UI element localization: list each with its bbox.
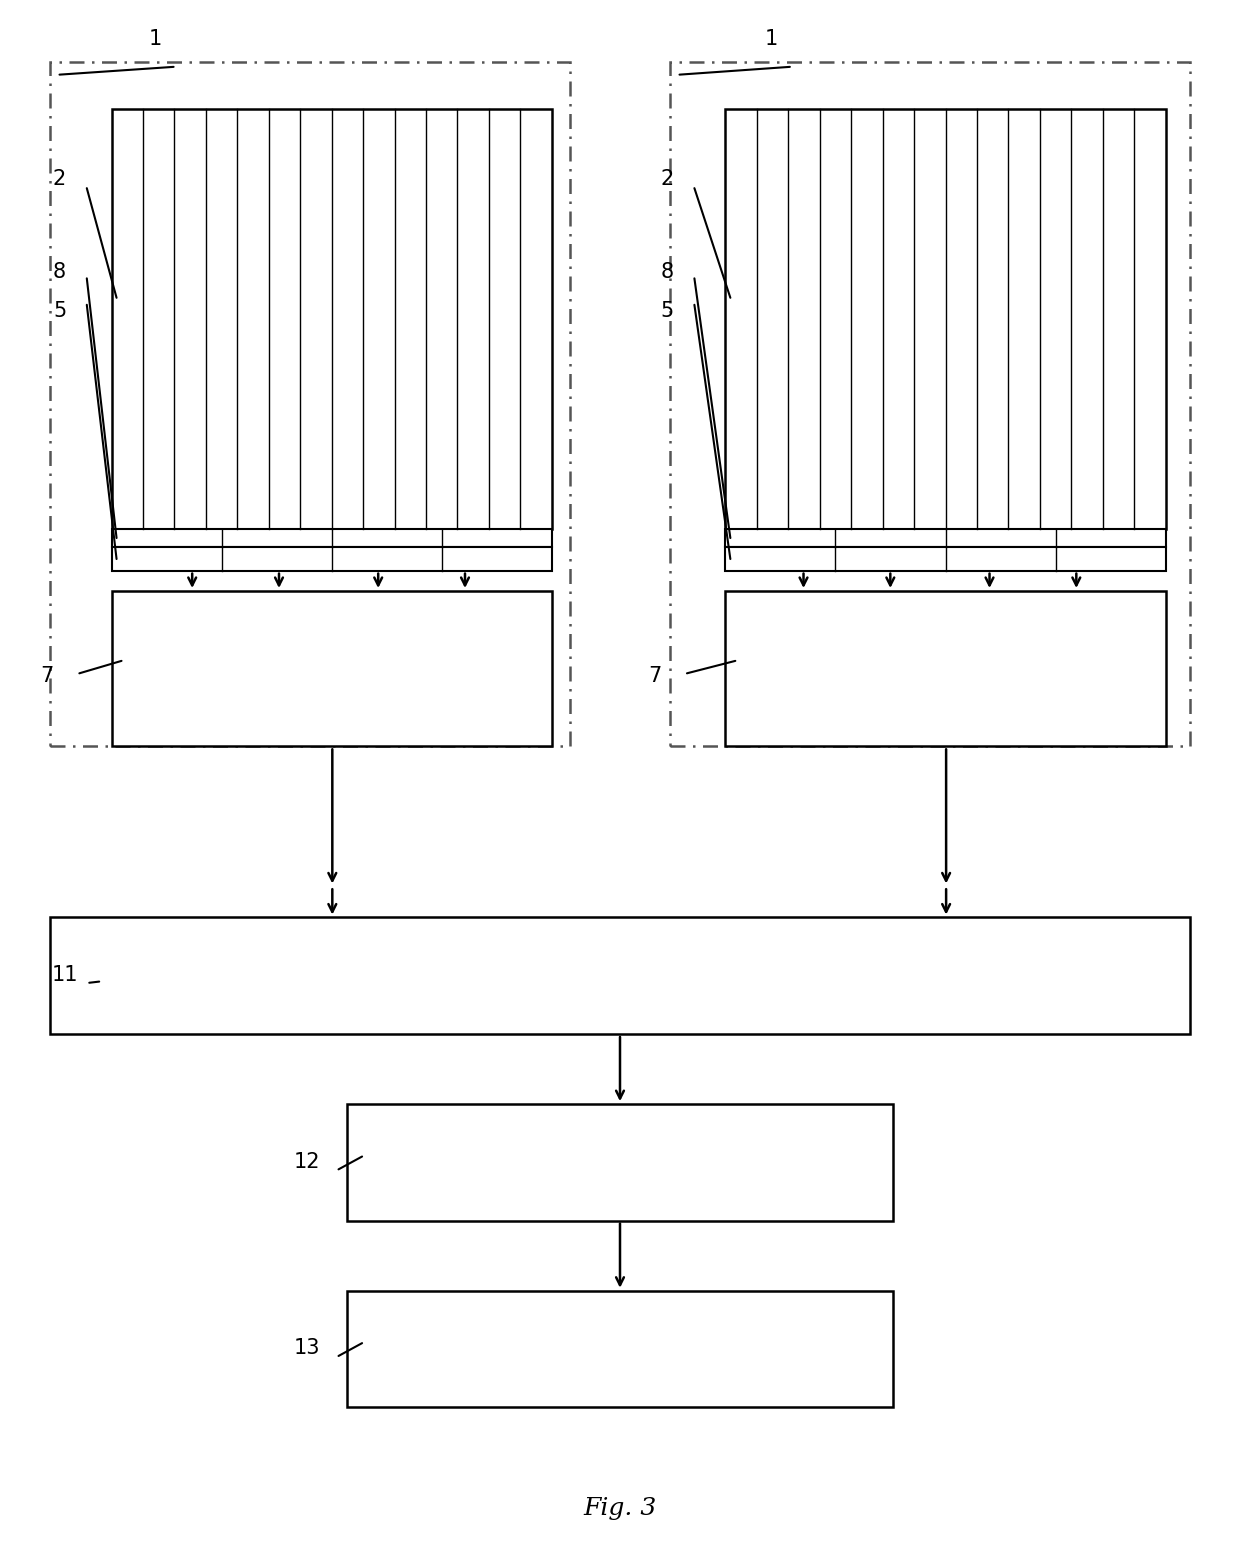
- Text: 1: 1: [765, 30, 777, 48]
- Bar: [112, 591, 552, 746]
- Bar: [347, 1291, 893, 1407]
- Text: 5: 5: [53, 302, 66, 320]
- Text: 7: 7: [41, 667, 53, 686]
- Bar: [112, 547, 552, 571]
- Bar: [50, 62, 570, 746]
- Text: 2: 2: [661, 169, 673, 188]
- Text: 2: 2: [53, 169, 66, 188]
- Bar: [112, 109, 552, 529]
- Text: Fig. 3: Fig. 3: [583, 1497, 657, 1519]
- Text: 7: 7: [649, 667, 661, 686]
- Bar: [725, 591, 1166, 746]
- Bar: [670, 62, 1190, 746]
- Bar: [725, 529, 1166, 547]
- Text: 13: 13: [294, 1339, 320, 1358]
- Bar: [725, 547, 1166, 571]
- Text: 8: 8: [661, 263, 673, 281]
- Text: 8: 8: [53, 263, 66, 281]
- Text: 11: 11: [52, 966, 78, 984]
- Bar: [112, 529, 552, 547]
- Bar: [50, 917, 1190, 1034]
- Text: 1: 1: [149, 30, 161, 48]
- Bar: [347, 1104, 893, 1221]
- Bar: [725, 109, 1166, 529]
- Text: 12: 12: [294, 1152, 320, 1171]
- Text: 5: 5: [661, 302, 673, 320]
